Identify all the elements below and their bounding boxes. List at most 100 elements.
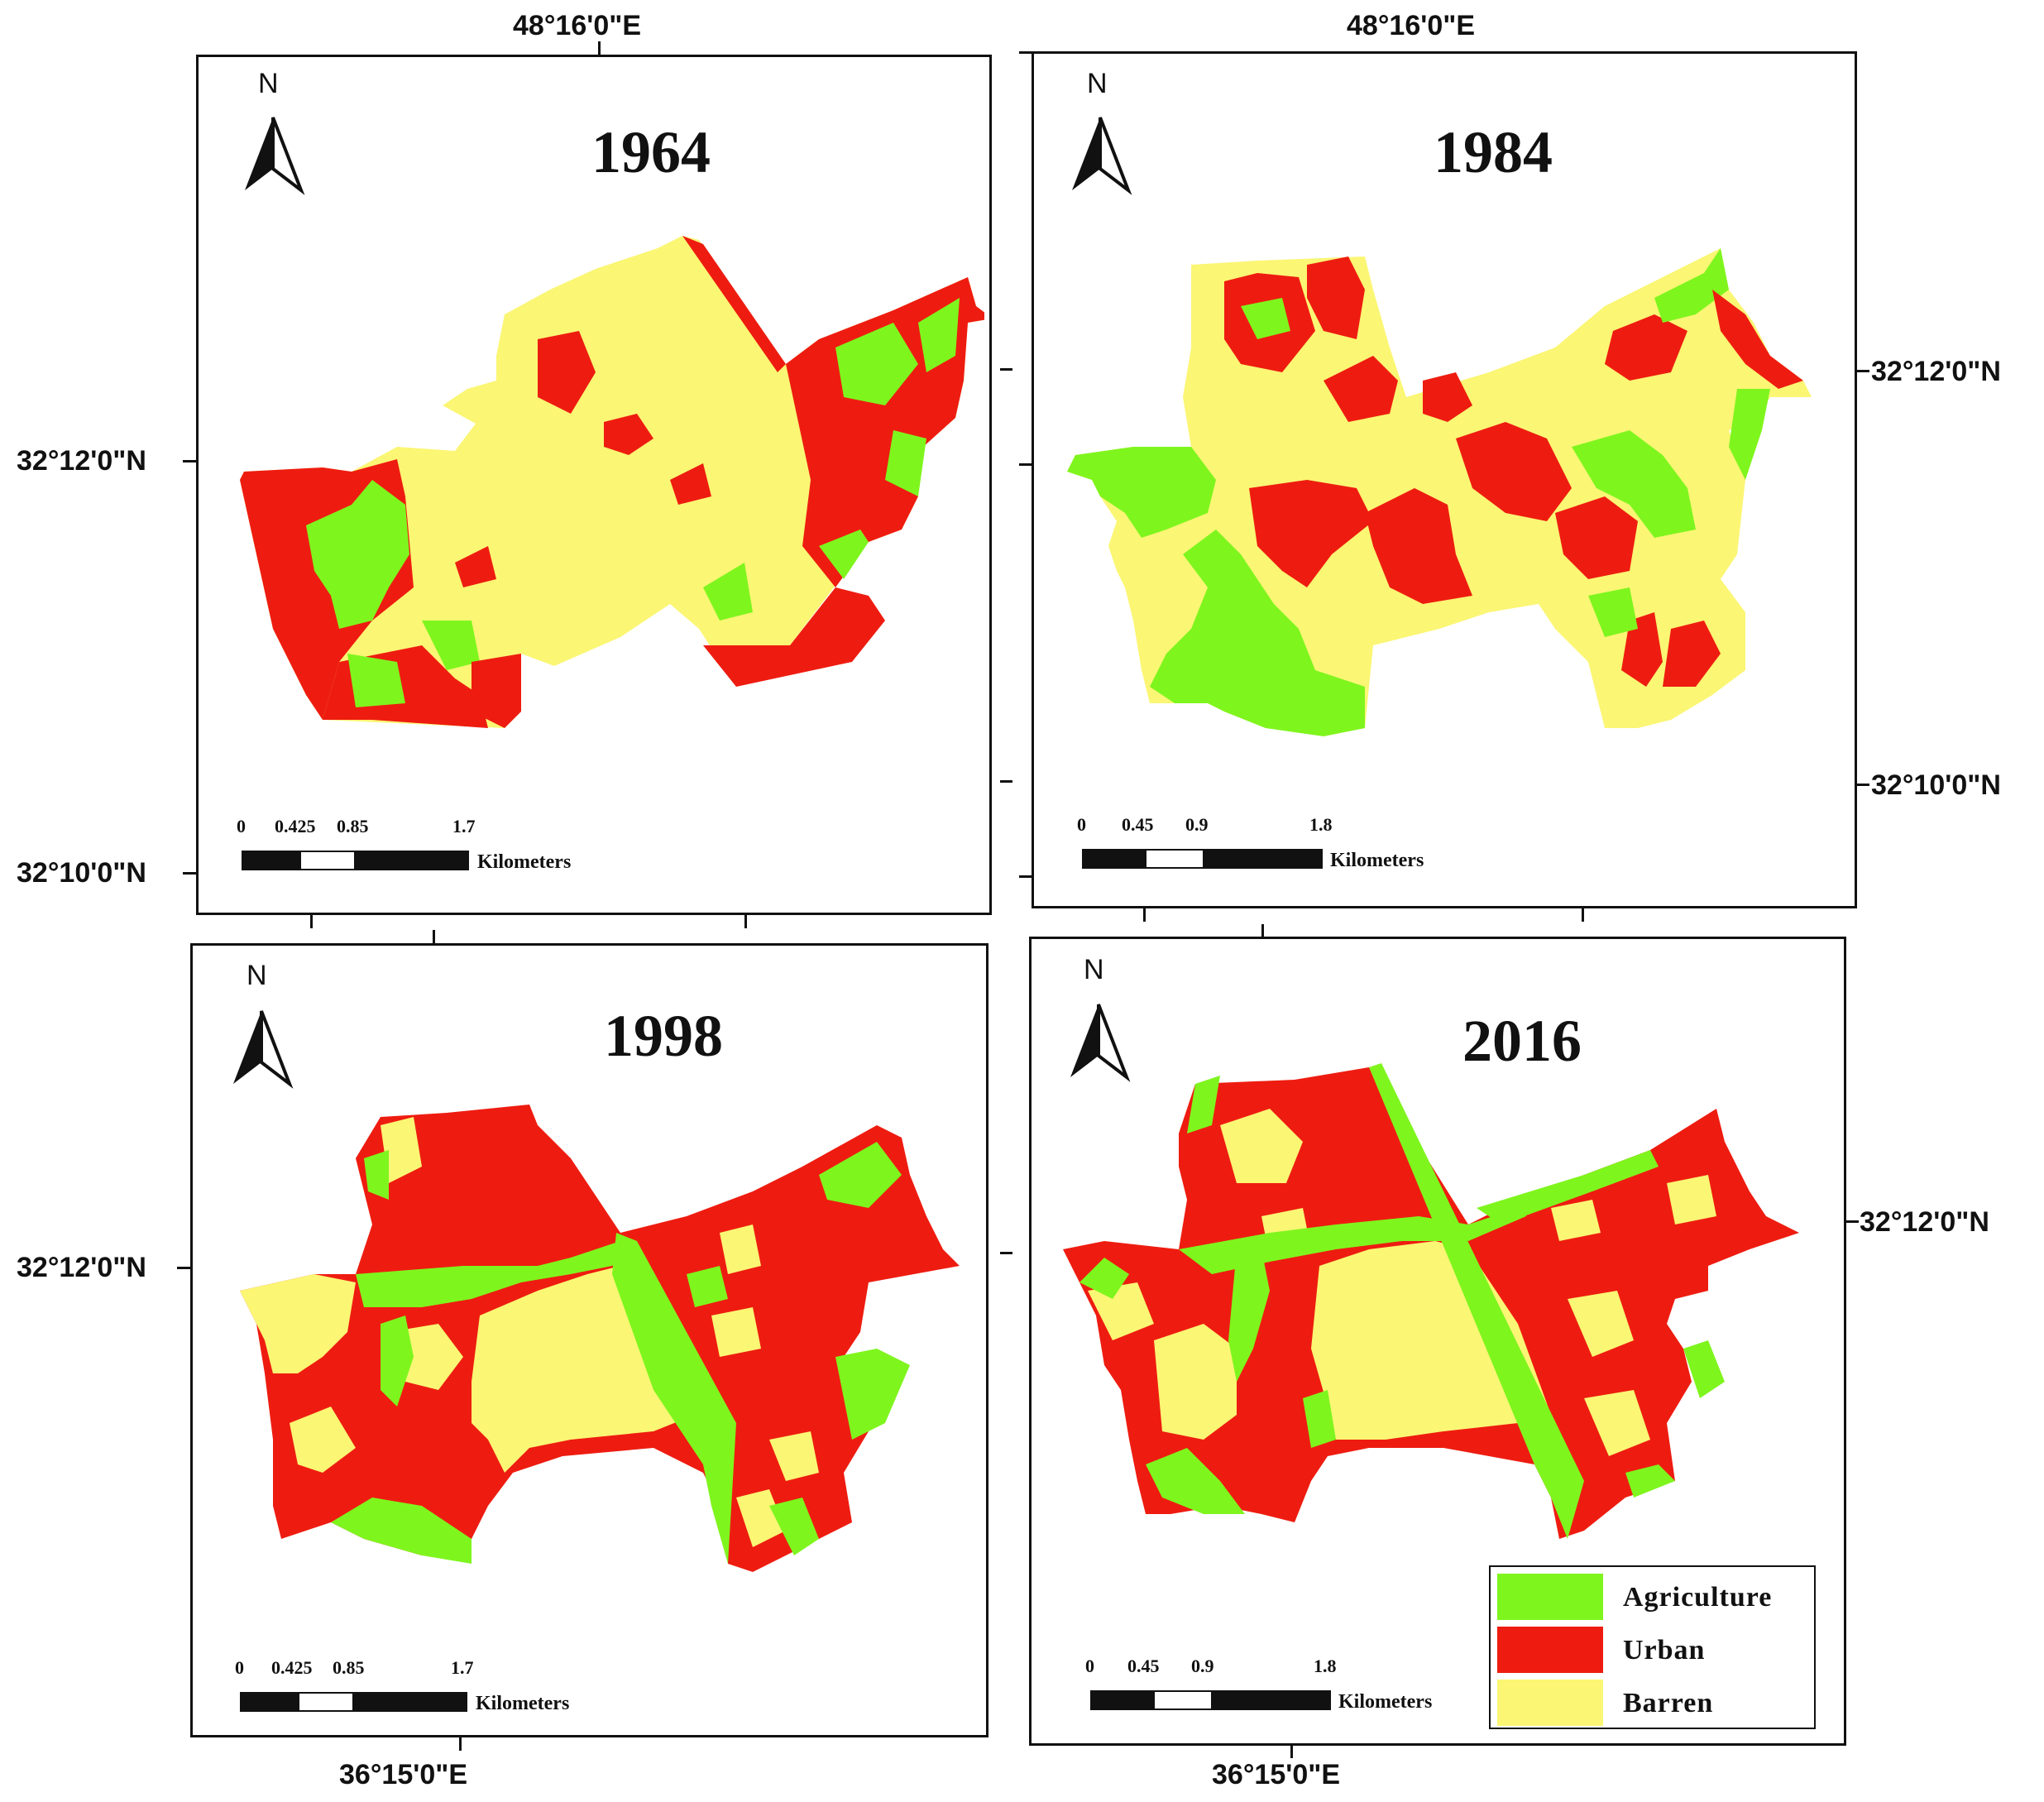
tick-mark <box>1019 463 1032 466</box>
scale-unit-label: Kilometers <box>1330 850 1424 871</box>
year-title-2016: 2016 <box>1462 1008 1582 1074</box>
agriculture-region <box>1369 1063 1584 1539</box>
tick-mark <box>459 1737 462 1751</box>
legend-item-agriculture: Agriculture <box>1497 1574 1812 1620</box>
right-latitude-label-1984-b: 32°10'0"N <box>1871 769 2001 801</box>
agriculture-region <box>687 1266 728 1307</box>
agriculture-region <box>918 298 960 372</box>
scale-bar-1998: 0 0.425 0.85 1.7 Kilometers <box>235 1657 637 1721</box>
scale-tick-label: 1.8 <box>1314 1656 1337 1676</box>
agriculture-region <box>819 530 869 579</box>
right-latitude-label-2016: 32°12'0"N <box>1860 1206 1989 1238</box>
tick-mark <box>1857 784 1869 786</box>
urban-region <box>703 587 885 687</box>
urban-region <box>1621 612 1663 687</box>
scale-segment <box>1211 1690 1331 1710</box>
scale-segment <box>1203 849 1323 869</box>
agriculture-region <box>331 1498 472 1564</box>
right-latitude-label-1984-a: 32°12'0"N <box>1871 356 2001 387</box>
legend-swatch-agriculture <box>1497 1574 1603 1620</box>
scale-tick-label: 0.9 <box>1191 1656 1214 1676</box>
urban-region <box>1456 422 1572 521</box>
barren-region <box>1584 1390 1650 1456</box>
tick-mark <box>1582 908 1584 922</box>
scale-tick-label: 0.85 <box>333 1657 365 1678</box>
tick-mark <box>183 872 196 875</box>
scale-tick-label: 0 <box>1077 814 1086 835</box>
legend-swatch-urban <box>1497 1627 1603 1673</box>
barren-region <box>1551 1200 1601 1241</box>
agriculture-region <box>1241 298 1290 339</box>
agriculture-region <box>1729 389 1770 480</box>
bottom-longitude-label-2016: 36°15'0"E <box>1212 1759 1341 1790</box>
north-arrow-icon <box>1072 117 1132 195</box>
scale-unit-label: Kilometers <box>477 851 572 873</box>
scale-tick-label: 1.8 <box>1309 814 1333 835</box>
legend-swatch-barren <box>1497 1680 1603 1726</box>
agriculture-region <box>1150 530 1365 736</box>
legend-label-barren: Barren <box>1623 1688 1714 1718</box>
scale-segment <box>1145 849 1204 869</box>
urban-region <box>1663 621 1721 687</box>
agriculture-region <box>1146 1448 1245 1514</box>
scale-tick-label: 0 <box>1085 1656 1094 1676</box>
scale-segment <box>354 851 469 870</box>
agriculture-region <box>1303 1390 1336 1448</box>
barren-region <box>240 1274 356 1373</box>
agriculture-region <box>1179 1200 1526 1274</box>
bottom-longitude-label-1998: 36°15'0"E <box>339 1759 468 1790</box>
agriculture-region <box>1654 248 1729 323</box>
scale-tick-label: 1.7 <box>452 816 476 836</box>
north-label: N <box>258 68 279 99</box>
tick-mark <box>1261 924 1264 937</box>
agriculture-region <box>356 1241 637 1307</box>
barren-region <box>1568 1291 1634 1357</box>
scale-tick-label: 0.425 <box>271 1657 313 1678</box>
scale-segment <box>352 1692 467 1712</box>
urban-region <box>538 331 596 414</box>
tick-mark <box>598 41 601 55</box>
scale-segment <box>299 851 356 870</box>
left-latitude-label-1998: 32°12'0"N <box>17 1252 146 1283</box>
urban-region <box>1365 488 1472 604</box>
tick-mark <box>1019 51 1032 54</box>
agriculture-region <box>1079 1258 1129 1299</box>
tick-mark <box>433 930 435 943</box>
scale-unit-label: Kilometers <box>476 1693 570 1714</box>
urban-region <box>472 654 521 728</box>
legend-label-agriculture: Agriculture <box>1623 1582 1773 1613</box>
year-title-1964: 1964 <box>591 119 711 185</box>
scale-segment <box>1090 1690 1155 1710</box>
agriculture-region <box>1067 447 1216 538</box>
agriculture-region <box>306 480 409 629</box>
scale-tick-label: 0.85 <box>337 816 369 836</box>
year-title-1998: 1998 <box>604 1003 723 1069</box>
scale-bar-2016: 0 0.45 0.9 1.8 Kilometers <box>1085 1656 1487 1719</box>
barren-region <box>736 1489 786 1547</box>
legend-item-urban: Urban <box>1497 1627 1812 1673</box>
urban-region <box>455 546 496 587</box>
agriculture-region <box>1477 1150 1659 1224</box>
left-latitude-label-1964-b: 32°10'0"N <box>17 857 146 889</box>
agriculture-region <box>769 1498 819 1555</box>
north-arrow-icon <box>245 117 305 195</box>
map-legend: Agriculture Urban Barren <box>1489 1565 1816 1729</box>
agriculture-region <box>819 1142 902 1208</box>
tick-mark <box>1857 370 1869 372</box>
agriculture-region <box>1683 1340 1725 1398</box>
tick-mark <box>1000 1252 1012 1254</box>
agriculture-region <box>835 323 918 405</box>
urban-region <box>682 236 786 372</box>
legend-item-barren: Barren <box>1497 1680 1812 1726</box>
agriculture-region <box>1572 430 1696 538</box>
tick-mark <box>1290 1746 1293 1758</box>
scale-bar-1984: 0 0.45 0.9 1.8 Kilometers <box>1077 814 1479 878</box>
scale-segment <box>1153 1690 1213 1710</box>
barren-region <box>1154 1324 1237 1440</box>
agriculture-region <box>364 1150 389 1200</box>
scale-tick-label: 0 <box>235 1657 244 1678</box>
agriculture-region <box>1588 587 1638 637</box>
barren-region <box>1667 1175 1716 1224</box>
agriculture-region <box>347 654 405 707</box>
